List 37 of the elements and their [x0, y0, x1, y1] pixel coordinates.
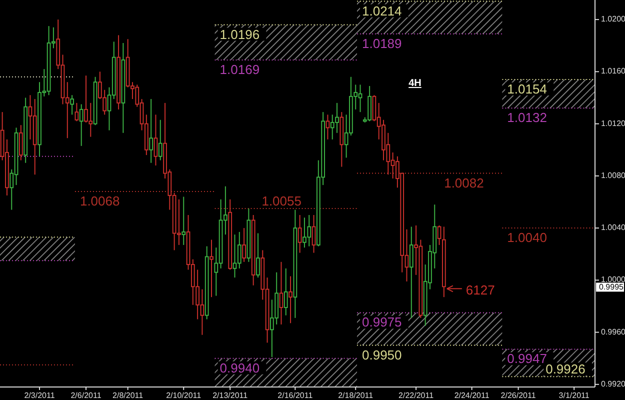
x-tick-label: 2/3/2011 — [24, 391, 56, 400]
y-tick-label: 0.9960 — [601, 327, 625, 336]
ref-line-label: 0.9975 — [362, 314, 402, 330]
ref-line-label: 1.0040 — [507, 230, 547, 246]
ref-line-label: 1.0132 — [507, 110, 547, 126]
x-tick-label: 2/10/2011 — [166, 391, 202, 400]
x-tick-label: 2/18/2011 — [338, 391, 374, 400]
y-tick-label: 1.0200 — [601, 14, 625, 24]
y-tick-label: 1.0040 — [601, 223, 625, 232]
x-tick-label: 2/26/2011 — [500, 391, 536, 400]
ref-line-label: 0.9940 — [220, 360, 260, 376]
ref-line-label: 0.9947 — [507, 351, 547, 366]
ref-line-label: 1.0169 — [220, 62, 260, 77]
ref-line-label: 0.9950 — [362, 347, 402, 362]
ref-line-label: 1.0214 — [362, 3, 402, 18]
y-tick-label: 1.0120 — [601, 118, 625, 128]
x-tick-label: 3/1/2011 — [558, 391, 590, 400]
y-tick-label: 1.0080 — [601, 170, 625, 180]
text: 4H — [408, 78, 422, 89]
y-tick-label: 1.0160 — [601, 66, 625, 76]
x-tick-label: 2/22/2011 — [398, 391, 434, 400]
ref-line-label: 1.0068 — [80, 194, 120, 209]
x-tick-label: 2/6/2011 — [70, 391, 102, 400]
x-tick-label: 2/13/2011 — [212, 391, 248, 400]
ref-line-label: 0.9926 — [546, 362, 586, 377]
ref-line-label: 1.0154 — [507, 81, 547, 96]
x-tick-label: 2/24/2011 — [454, 391, 490, 400]
y-tick-label: 0.9920 — [601, 379, 625, 388]
ref-line-label: 1.0189 — [362, 36, 402, 51]
x-tick-label: 2/8/2011 — [112, 391, 144, 400]
ref-line-label: 1.0055 — [262, 193, 302, 208]
x-tick-label: 2/16/2011 — [278, 391, 314, 400]
annotation: 0.9995 — [599, 282, 624, 292]
y-tick-label: 1.0000 — [601, 275, 625, 284]
annotation: 6127 — [466, 282, 495, 298]
ref-line-label: 1.0082 — [444, 175, 484, 190]
ref-line-label: 1.0196 — [220, 26, 260, 42]
